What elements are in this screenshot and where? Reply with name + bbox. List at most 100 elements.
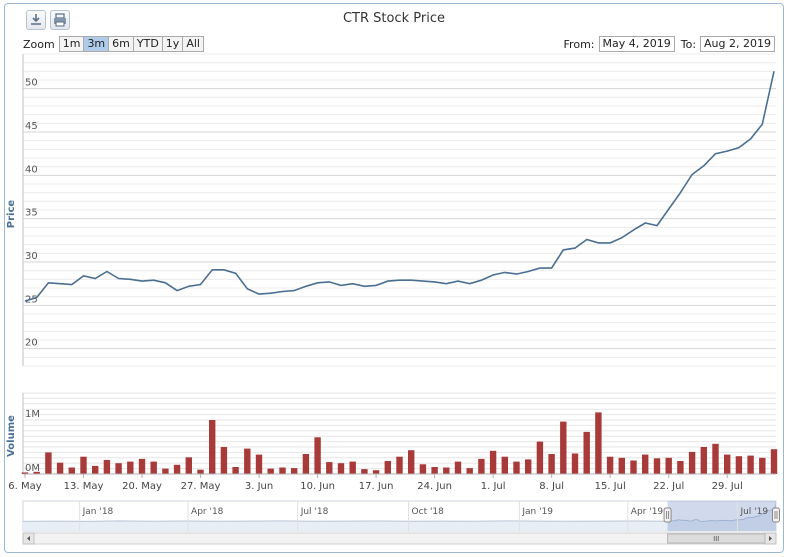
volume-bar — [173, 464, 181, 474]
volume-bar — [700, 447, 707, 474]
volume-bar — [642, 454, 649, 474]
from-label: From: — [563, 37, 595, 51]
volume-bar — [103, 460, 111, 474]
volume-bar — [501, 456, 508, 474]
volume-bar — [45, 452, 52, 474]
volume-series — [21, 412, 778, 474]
zoom-button-3m[interactable]: 3m — [83, 36, 110, 52]
volume-bar — [115, 463, 122, 474]
volume-tick-label: 1M — [25, 409, 40, 420]
navigator-handle[interactable] — [772, 507, 780, 523]
x-tick-label: 20. May — [122, 481, 162, 492]
volume-bar — [361, 469, 368, 474]
arrow-left-icon — [27, 536, 30, 541]
volume-bar — [349, 461, 356, 474]
price-grid — [22, 53, 776, 367]
navigator: Jan '18 Apr '18 Jul '18 Oct '18 Jan '19 Apr '… — [22, 500, 780, 532]
volume-bar — [688, 451, 696, 474]
volume-bar — [489, 450, 497, 474]
volume-bar — [606, 456, 614, 474]
volume-bar — [735, 456, 743, 474]
zoom-button-1m[interactable]: 1m — [58, 36, 85, 52]
volume-bar — [747, 455, 754, 474]
volume-bar — [384, 461, 391, 474]
x-axis: 6. May 13. May 20. May 27. May 3. Jun 10. Jun… — [8, 473, 776, 492]
navigator-label: Apr '19 — [631, 507, 664, 517]
x-tick-label: 29. Jul — [712, 481, 743, 492]
volume-bar — [162, 468, 169, 474]
zoom-button-all[interactable]: All — [182, 36, 204, 52]
navigator-label: Jul '19 — [739, 507, 768, 517]
volume-bar — [279, 467, 286, 474]
volume-bar — [56, 462, 64, 474]
download-icon[interactable] — [26, 10, 46, 30]
price-tick-label: 45 — [25, 121, 38, 132]
x-tick-label: 27. May — [181, 481, 221, 492]
volume-bar — [267, 468, 274, 474]
volume-bar — [408, 450, 415, 474]
volume-bar — [571, 453, 579, 474]
volume-bar — [80, 456, 87, 474]
x-tick-label: 8. Jul — [539, 481, 564, 492]
volume-bar — [583, 431, 590, 474]
chart-container: CTR Stock Price Zoom 1m 3m 6m YTD 1y All… — [4, 3, 784, 553]
price-tick-label: 50 — [25, 78, 38, 89]
x-tick-label: 6. May — [8, 481, 41, 492]
from-date-input[interactable]: May 4, 2019 — [598, 36, 675, 52]
volume-bar — [443, 467, 450, 474]
volume-bar — [513, 461, 520, 474]
volume-bar — [536, 441, 544, 474]
volume-bar — [431, 467, 438, 474]
volume-bar — [232, 467, 239, 474]
volume-bar — [677, 461, 684, 474]
volume-bar — [150, 461, 157, 474]
volume-bar — [759, 457, 766, 474]
volume-bar — [209, 420, 216, 474]
navigator-label: Jan '18 — [82, 507, 114, 517]
navigator-handle[interactable] — [663, 507, 672, 523]
volume-bar — [548, 454, 555, 474]
print-icon[interactable] — [50, 10, 70, 30]
volume-bar — [197, 469, 204, 474]
volume-bar — [185, 457, 192, 474]
volume-bar — [419, 464, 427, 474]
to-date-input[interactable]: Aug 2, 2019 — [700, 36, 775, 52]
zoom-button-ytd[interactable]: YTD — [132, 36, 163, 52]
volume-bar — [314, 437, 321, 474]
volume-bar — [372, 470, 380, 474]
volume-bar — [326, 462, 333, 474]
volume-bar — [454, 461, 462, 474]
x-tick-label: 3. Jun — [245, 481, 273, 492]
x-tick-label: 24. Jun — [417, 481, 452, 492]
volume-bar — [127, 461, 134, 474]
volume-bar — [244, 448, 251, 474]
volume-y-axis: 0M 1M — [25, 409, 40, 474]
navigator-label: Apr '18 — [191, 507, 224, 517]
zoom-label: Zoom — [23, 37, 55, 51]
scrollbar[interactable] — [22, 532, 777, 545]
volume-bar — [302, 454, 310, 474]
price-tick-label: 20 — [25, 338, 38, 349]
volume-bar — [630, 460, 637, 474]
scrollbar-track — [22, 532, 777, 545]
navigator-label: Jul '18 — [300, 507, 329, 517]
volume-bar — [337, 463, 345, 474]
zoom-button-6m[interactable]: 6m — [108, 36, 134, 52]
volume-bar — [770, 449, 778, 474]
volume-bar — [712, 443, 719, 474]
price-tick-label: 30 — [25, 251, 38, 262]
date-range: From: May 4, 2019 To: Aug 2, 2019 — [564, 36, 775, 52]
volume-bar — [291, 468, 298, 474]
navigator-selection[interactable] — [667, 501, 776, 531]
volume-bar — [21, 472, 29, 474]
volume-bar — [466, 468, 473, 474]
zoom-selector: Zoom 1m 3m 6m YTD 1y All — [23, 36, 204, 52]
navigator-label: Jan '19 — [521, 507, 553, 517]
volume-bar — [92, 465, 99, 474]
arrow-right-icon — [769, 536, 772, 541]
volume-bar — [724, 454, 731, 474]
volume-bar — [560, 421, 567, 474]
volume-bar — [653, 458, 661, 474]
